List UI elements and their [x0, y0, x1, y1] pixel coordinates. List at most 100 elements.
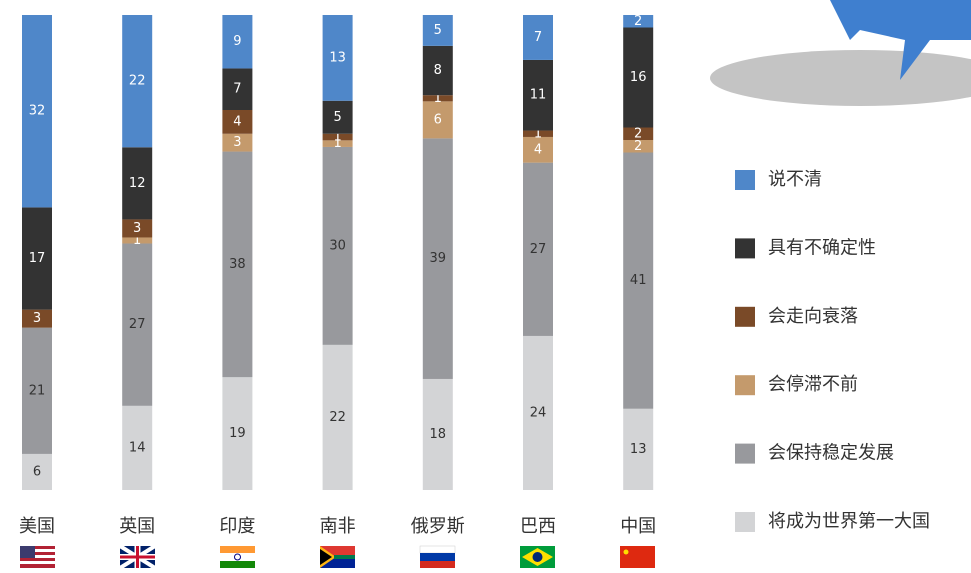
- x-tick-label: 中国: [620, 516, 656, 537]
- value-label: 27: [129, 317, 146, 332]
- value-label: 9: [233, 34, 241, 49]
- bar-segment: [222, 377, 253, 490]
- x-tick-label: 巴西: [520, 516, 556, 537]
- value-label: 4: [534, 142, 542, 157]
- bar-segment: [422, 378, 453, 490]
- bar-segment: [22, 15, 52, 208]
- decoration: [710, 0, 971, 106]
- bar-segment: [322, 344, 353, 490]
- value-label: 3: [33, 311, 41, 326]
- value-label: 21: [29, 383, 46, 398]
- value-label: 1: [434, 91, 442, 106]
- bar-segment: [523, 162, 553, 336]
- value-label: 2: [634, 14, 642, 29]
- legend-label: 将成为世界第一大国: [768, 511, 930, 532]
- x-tick-label: 印度: [219, 516, 255, 537]
- bar-segment: [122, 405, 153, 490]
- legend-swatch: [735, 443, 755, 464]
- bar-segment: [422, 101, 453, 139]
- bar-segment: [222, 110, 253, 134]
- bar-segment: [22, 207, 52, 310]
- legend-label: 会走向衰落: [768, 306, 858, 327]
- value-label: 39: [430, 251, 447, 266]
- bar-segment: [623, 152, 654, 409]
- bar-segment: [122, 15, 153, 148]
- value-label: 8: [434, 63, 442, 78]
- value-label: 14: [129, 440, 146, 455]
- value-label: 5: [333, 110, 341, 125]
- value-label: 6: [434, 112, 442, 127]
- value-label: 41: [630, 273, 647, 288]
- value-label: 4: [233, 114, 241, 129]
- bar-segment: [222, 68, 253, 110]
- x-tick-label: 俄罗斯: [411, 516, 465, 537]
- bar-segment: [22, 327, 52, 454]
- legend-label: 会停滞不前: [768, 374, 858, 395]
- x-tick-label: 美国: [19, 516, 55, 537]
- legend-swatch: [735, 170, 755, 190]
- bar-segment: [122, 237, 153, 244]
- value-label: 3: [133, 221, 141, 236]
- bar-segment: [422, 138, 453, 379]
- legend-swatch: [735, 512, 755, 532]
- legend-label: 说不清: [768, 169, 822, 190]
- bar-segment: [623, 15, 654, 28]
- value-label: 2: [634, 126, 642, 141]
- value-label: 1: [333, 130, 341, 145]
- bar-segment: [523, 335, 553, 490]
- legend-swatch: [735, 238, 755, 259]
- value-label: 5: [434, 23, 442, 38]
- value-label: 27: [530, 242, 547, 257]
- bar-segment: [322, 100, 353, 134]
- bar-segment: [623, 27, 654, 128]
- bar-segment: [322, 140, 353, 147]
- bar-segment: [222, 151, 253, 378]
- value-label: 1: [133, 233, 141, 248]
- value-label: 38: [229, 257, 246, 272]
- bar-segment: [523, 136, 553, 163]
- value-label: 13: [329, 50, 346, 65]
- value-label: 2: [634, 139, 642, 154]
- bar-segment: [523, 59, 553, 131]
- x-tick-label: 南非: [320, 516, 356, 537]
- legend-swatch: [735, 375, 755, 396]
- value-label: 12: [129, 176, 146, 191]
- bar-segment: [523, 15, 553, 60]
- value-label: 13: [630, 442, 647, 457]
- bar-segment: [523, 130, 553, 137]
- x-tick-label: 英国: [119, 516, 155, 537]
- bar-segment: [22, 453, 52, 490]
- value-label: 32: [29, 104, 46, 119]
- bar-segment: [222, 15, 253, 69]
- value-label: 24: [530, 405, 547, 420]
- value-label: 17: [29, 251, 46, 266]
- value-label: 22: [129, 74, 146, 89]
- bar-segment: [322, 146, 353, 345]
- value-label: 19: [229, 426, 246, 441]
- flags: [20, 544, 655, 570]
- bar-segment: [122, 243, 153, 406]
- bar-segment: [422, 95, 453, 102]
- legend-label: 会保持稳定发展: [768, 443, 894, 464]
- legend-swatch: [735, 306, 755, 327]
- value-label: 30: [329, 238, 346, 253]
- bar-segment: [122, 147, 153, 220]
- value-label: 1: [534, 126, 542, 141]
- value-label: 1: [333, 136, 341, 151]
- bar-segment: [422, 15, 453, 46]
- value-label: 18: [430, 427, 447, 442]
- value-label: 7: [534, 30, 542, 45]
- legend-label: 具有不确定性: [768, 237, 876, 258]
- bar-segment: [322, 15, 353, 101]
- bar-segment: [222, 133, 253, 152]
- bar-segment: [623, 408, 654, 490]
- bar-segment: [22, 309, 52, 328]
- bar-segment: [322, 133, 353, 141]
- value-label: 7: [233, 82, 241, 97]
- bar-segment: [122, 219, 153, 238]
- value-label: 22: [329, 410, 346, 425]
- bar-segment: [623, 127, 654, 140]
- bar-segment: [623, 140, 654, 153]
- value-label: 3: [233, 135, 241, 150]
